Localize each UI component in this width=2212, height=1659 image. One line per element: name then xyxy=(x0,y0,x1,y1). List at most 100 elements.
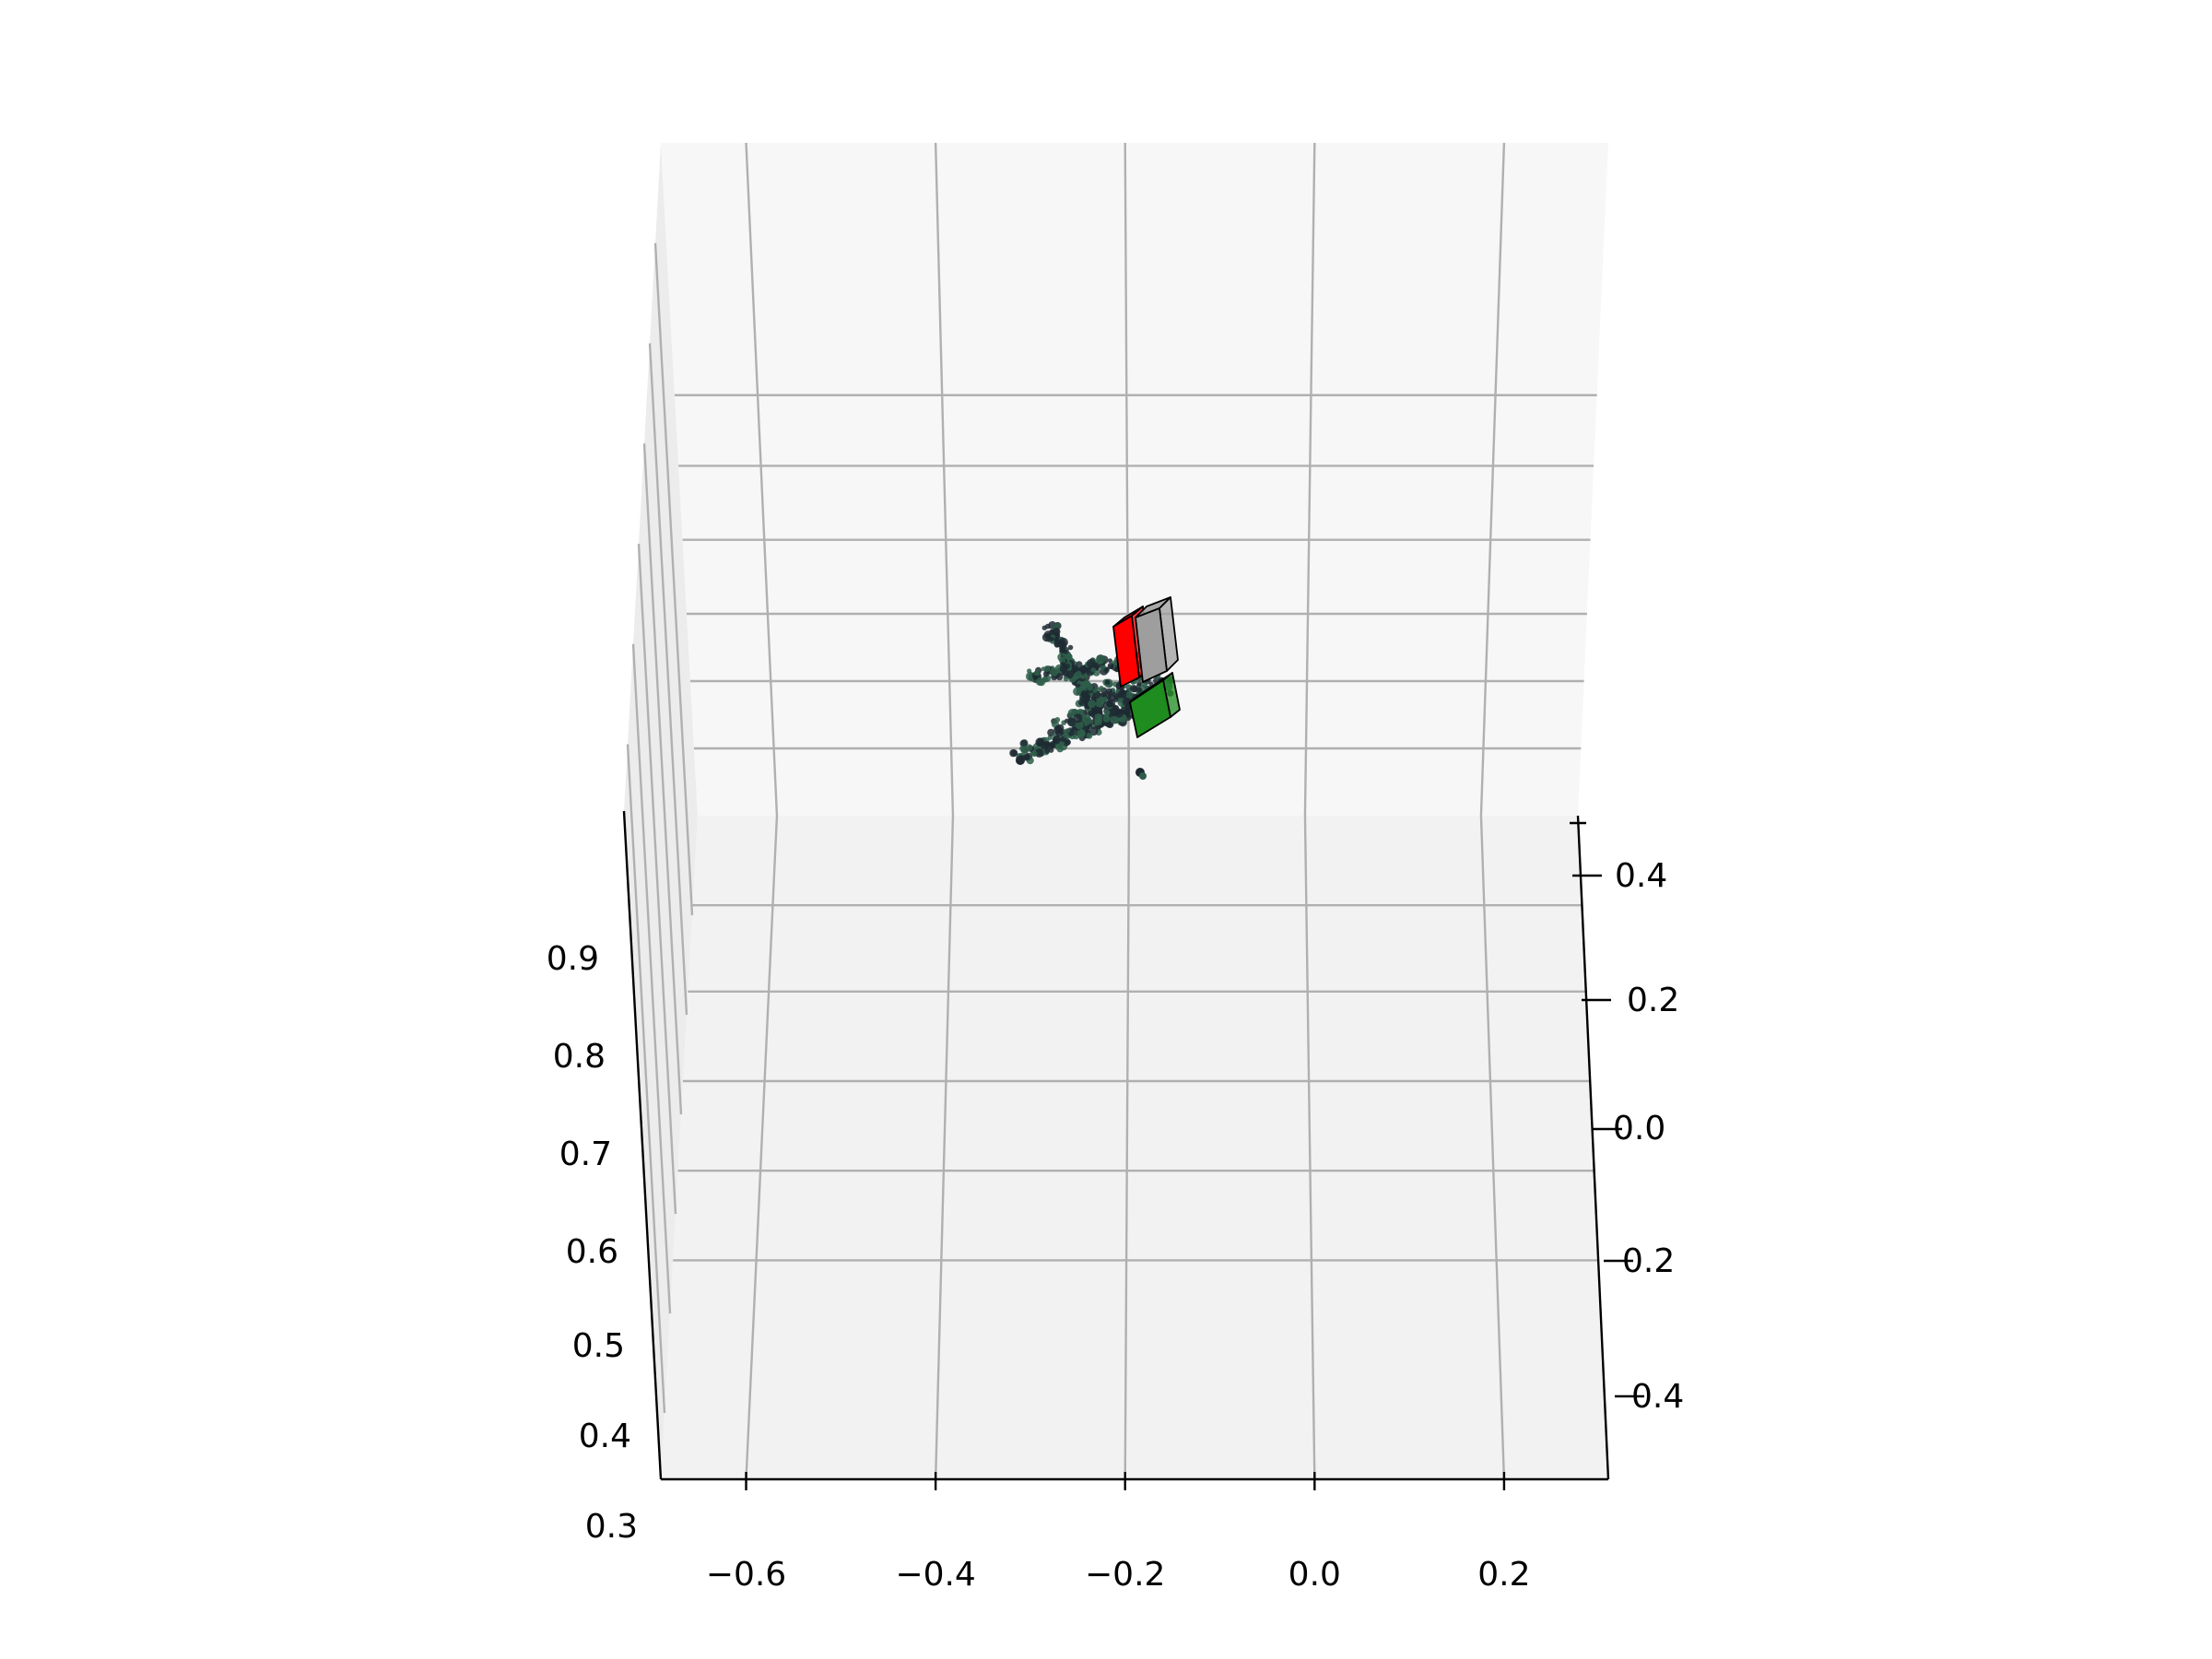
cloud-point xyxy=(1125,691,1134,700)
x-tick-label: 0.2 xyxy=(1477,1556,1530,1594)
cloud-point xyxy=(1016,756,1025,765)
cloud-point xyxy=(1034,748,1044,758)
cloud-point xyxy=(1090,719,1096,724)
cloud-point xyxy=(1109,665,1114,670)
cloud-point xyxy=(1049,742,1056,749)
cloud-point xyxy=(1095,700,1104,708)
cloud-point xyxy=(1073,713,1083,724)
y-axis-line xyxy=(1576,815,1610,1480)
cloud-point xyxy=(1065,663,1071,669)
cloud-point xyxy=(1092,688,1098,693)
grid-back-x-1 xyxy=(934,142,955,817)
cloud-point xyxy=(1112,691,1117,698)
x-tick-label: −0.4 xyxy=(895,1556,975,1594)
cloud-point xyxy=(1088,700,1096,708)
cloud-point xyxy=(1105,688,1113,695)
cloud-point xyxy=(1104,679,1111,685)
grid-floor-x-1 xyxy=(934,815,955,1480)
cloud-point xyxy=(1020,746,1030,755)
cloud-point xyxy=(1097,659,1103,665)
cloud-point xyxy=(1090,667,1097,673)
red-box-front xyxy=(1112,615,1140,688)
cloud-point xyxy=(1041,666,1046,672)
grid-floor-x-3 xyxy=(1303,815,1316,1480)
cloud-point xyxy=(1065,739,1071,746)
cloud-point xyxy=(1079,685,1087,692)
x-tick-label: −0.6 xyxy=(706,1556,786,1594)
cloud-point xyxy=(1114,708,1124,718)
cloud-point xyxy=(1101,696,1108,702)
grid-back-x-0 xyxy=(745,142,779,817)
cloud-point xyxy=(1079,665,1088,674)
grid-back-x-3 xyxy=(1303,142,1316,817)
grid-side-3 xyxy=(637,543,677,1215)
x-tick-label: 0.0 xyxy=(1288,1556,1341,1594)
grid-lines xyxy=(626,142,1599,1480)
cloud-point xyxy=(1010,749,1018,757)
cloud-point xyxy=(1052,735,1061,745)
cloud-point xyxy=(1065,728,1071,734)
axis-lines xyxy=(622,810,1644,1490)
cloud-point xyxy=(1086,732,1093,739)
cloud-point xyxy=(1053,641,1061,648)
cloud-point xyxy=(1075,721,1084,730)
cloud-point xyxy=(1035,737,1045,747)
cloud-point xyxy=(1122,697,1132,707)
cloud-point xyxy=(1063,732,1069,738)
cloud-point xyxy=(1099,686,1104,691)
cloud-point xyxy=(1053,628,1061,636)
cloud-point xyxy=(1088,726,1099,736)
gray-box-front xyxy=(1135,607,1168,683)
cloud-point xyxy=(1047,728,1055,736)
z-tick-label: 0.4 xyxy=(579,1418,631,1455)
z-axis-line xyxy=(622,810,663,1480)
y-tick-label: 0.2 xyxy=(1627,982,1679,1019)
cloud-point xyxy=(1033,670,1040,677)
cloud-point xyxy=(1078,700,1084,706)
cloud-point xyxy=(1065,718,1069,724)
cloud-point xyxy=(1049,636,1054,641)
cloud-point xyxy=(1073,687,1082,696)
z-tick-label: 0.7 xyxy=(559,1135,612,1173)
tick-labels: −0.6 −0.4 −0.2 0.0 0.2 0.4 0.2 0.0 0.2 0.4 0.9 0.8 0… xyxy=(547,857,1685,1594)
cloud-point xyxy=(1032,676,1038,681)
cloud-point xyxy=(1108,658,1112,664)
cloud-point xyxy=(1063,676,1069,682)
cloud-point xyxy=(1087,658,1096,668)
cloud-point xyxy=(1019,739,1028,747)
cloud-point xyxy=(1049,667,1059,677)
cloud-point xyxy=(1077,728,1086,737)
cloud-point xyxy=(1058,637,1068,647)
cloud-point xyxy=(1053,637,1059,642)
grid-side-4 xyxy=(631,643,672,1314)
grid-side-2 xyxy=(642,443,683,1115)
cloud-point xyxy=(1066,653,1073,660)
cloud-point xyxy=(1139,772,1147,780)
z-tick-label: 0.5 xyxy=(572,1327,625,1365)
cloud-point xyxy=(1065,670,1074,679)
y-tick-label: 0.0 xyxy=(1613,1110,1665,1147)
grid-side-5 xyxy=(626,744,666,1414)
y-tick-label: 0.2 xyxy=(1622,1242,1675,1280)
z-tick-label: 0.9 xyxy=(547,940,599,978)
grid-back-x-4 xyxy=(1479,142,1506,817)
grid-floor-x-2 xyxy=(1124,815,1131,1480)
cloud-point xyxy=(1041,625,1048,630)
cloud-point xyxy=(1056,724,1065,732)
cloud-point xyxy=(1082,715,1092,725)
cloud-point xyxy=(1117,689,1127,700)
x-tick-label: −0.2 xyxy=(1085,1556,1165,1594)
z-tick-label: 0.6 xyxy=(566,1233,618,1271)
cloud-point xyxy=(1070,665,1078,673)
grid-floor-x-4 xyxy=(1479,815,1506,1480)
cloud-point xyxy=(1053,623,1060,629)
cloud-point xyxy=(1067,644,1074,651)
cloud-point xyxy=(1055,673,1064,681)
cloud-point xyxy=(1035,677,1044,686)
axis-panes xyxy=(624,143,1608,1479)
z-tick-label: 0.8 xyxy=(553,1038,606,1076)
back-pane xyxy=(661,143,1608,816)
cloud-point xyxy=(1113,697,1119,702)
bounding-boxes xyxy=(1112,596,1181,738)
